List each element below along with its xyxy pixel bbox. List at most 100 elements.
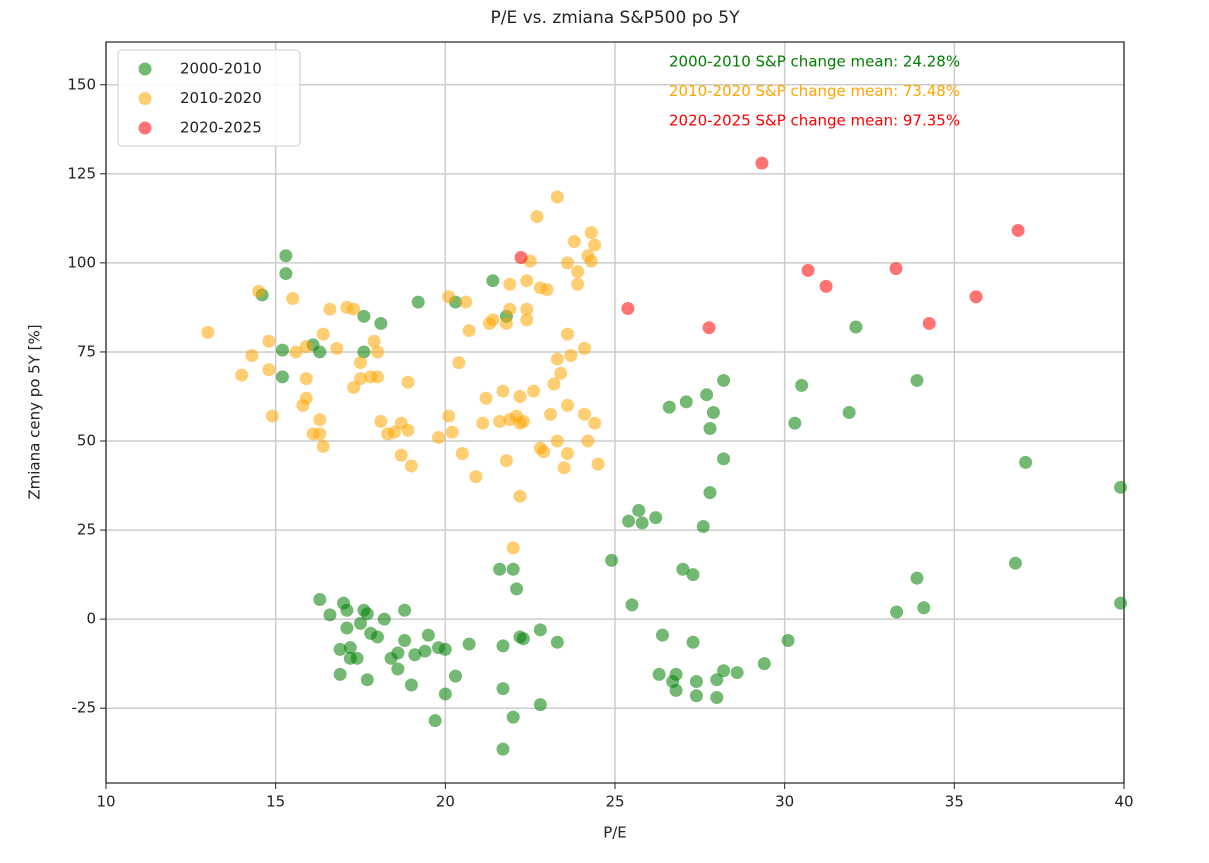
x-tick-label: 15 bbox=[266, 793, 285, 811]
point bbox=[605, 553, 619, 567]
point bbox=[560, 327, 574, 341]
point bbox=[391, 646, 405, 660]
point bbox=[669, 683, 683, 697]
point bbox=[584, 226, 598, 240]
point bbox=[584, 254, 598, 268]
point bbox=[506, 562, 520, 576]
legend-box bbox=[117, 49, 301, 147]
point bbox=[350, 651, 364, 665]
point bbox=[1019, 455, 1033, 469]
point bbox=[730, 666, 744, 680]
y-tick-label: 25 bbox=[77, 521, 96, 539]
point bbox=[530, 210, 544, 224]
point bbox=[432, 430, 446, 444]
point bbox=[360, 607, 374, 621]
point bbox=[632, 503, 646, 517]
point bbox=[289, 345, 303, 359]
point bbox=[486, 313, 500, 327]
legend-label: 2020-2025 bbox=[180, 119, 262, 137]
point bbox=[506, 710, 520, 724]
annotation: 2000-2010 S&P change mean: 24.28% bbox=[669, 53, 960, 71]
point bbox=[279, 267, 293, 281]
point bbox=[354, 372, 367, 386]
point bbox=[418, 644, 432, 658]
point bbox=[591, 457, 605, 471]
point bbox=[656, 628, 670, 642]
y-tick-label: 100 bbox=[67, 253, 96, 271]
point bbox=[360, 673, 374, 687]
point bbox=[201, 325, 215, 339]
point bbox=[313, 413, 327, 427]
x-tick-label: 20 bbox=[436, 793, 455, 811]
point bbox=[910, 571, 924, 585]
y-tick-label: 125 bbox=[67, 164, 96, 182]
point bbox=[408, 648, 422, 662]
point bbox=[394, 448, 408, 462]
point bbox=[438, 642, 452, 656]
point bbox=[710, 673, 724, 687]
point bbox=[404, 678, 418, 692]
y-tick-label: 50 bbox=[77, 432, 96, 450]
point bbox=[622, 514, 636, 528]
point bbox=[520, 302, 534, 316]
point bbox=[323, 608, 337, 622]
point bbox=[560, 398, 574, 412]
point bbox=[462, 324, 476, 338]
point bbox=[462, 637, 476, 651]
point bbox=[917, 601, 931, 615]
point bbox=[279, 249, 293, 263]
point bbox=[316, 439, 330, 453]
point bbox=[910, 373, 924, 387]
point bbox=[577, 341, 591, 355]
point bbox=[445, 425, 459, 439]
point bbox=[496, 742, 510, 756]
point bbox=[625, 598, 639, 612]
x-tick-label: 10 bbox=[96, 793, 115, 811]
point bbox=[706, 406, 720, 419]
point bbox=[717, 664, 731, 678]
point bbox=[411, 295, 425, 309]
point bbox=[275, 343, 289, 357]
point bbox=[499, 316, 513, 330]
point bbox=[370, 370, 384, 384]
point bbox=[649, 511, 663, 525]
point bbox=[537, 445, 551, 459]
point bbox=[696, 520, 710, 533]
point bbox=[442, 290, 456, 304]
point bbox=[795, 378, 809, 392]
point bbox=[1114, 596, 1128, 610]
point bbox=[496, 682, 510, 696]
point bbox=[781, 634, 795, 647]
point bbox=[842, 406, 856, 419]
point bbox=[588, 238, 602, 252]
point bbox=[428, 714, 442, 728]
point bbox=[662, 400, 676, 414]
point bbox=[514, 251, 528, 265]
point bbox=[486, 274, 500, 288]
plot-frame bbox=[105, 41, 1125, 784]
point bbox=[1011, 223, 1025, 237]
chart-title: P/E vs. zmiana S&P500 po 5Y bbox=[490, 8, 740, 28]
point bbox=[275, 370, 289, 384]
x-tick-label: 25 bbox=[605, 793, 624, 811]
y-tick-label: -25 bbox=[72, 699, 97, 717]
point bbox=[1114, 480, 1128, 494]
point bbox=[889, 262, 903, 276]
point bbox=[493, 562, 507, 576]
point bbox=[452, 356, 466, 370]
point bbox=[499, 454, 513, 468]
x-axis-label: P/E bbox=[603, 824, 627, 842]
point bbox=[404, 459, 418, 473]
point bbox=[689, 674, 703, 688]
x-tick-label: 30 bbox=[775, 793, 794, 811]
point bbox=[252, 284, 266, 298]
point bbox=[286, 292, 300, 305]
point bbox=[527, 384, 541, 398]
point bbox=[544, 407, 558, 421]
point bbox=[299, 391, 313, 405]
point bbox=[459, 295, 473, 309]
legend-marker bbox=[138, 92, 152, 105]
point bbox=[801, 263, 815, 277]
point bbox=[347, 302, 361, 316]
point bbox=[503, 302, 517, 316]
